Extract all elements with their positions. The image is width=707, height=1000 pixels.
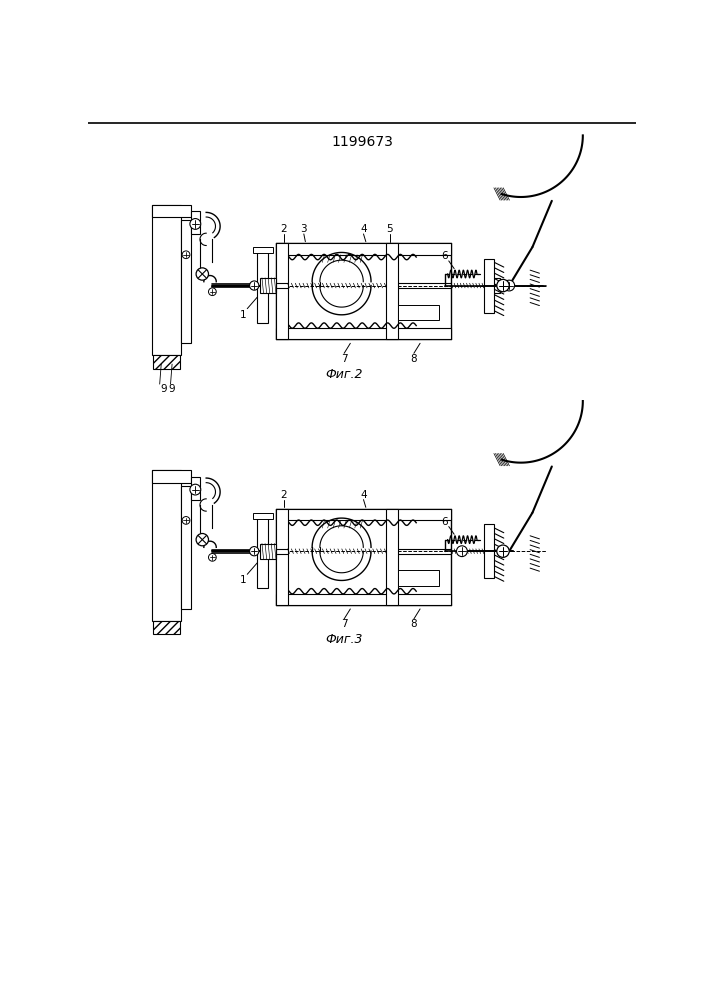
Text: 2: 2 — [281, 224, 287, 234]
Bar — [191, 477, 200, 500]
Circle shape — [182, 517, 190, 524]
Bar — [182, 486, 191, 609]
Circle shape — [504, 280, 515, 291]
Text: 4: 4 — [360, 490, 367, 500]
Circle shape — [190, 219, 201, 229]
Circle shape — [457, 546, 467, 557]
Bar — [484, 524, 494, 578]
Circle shape — [250, 281, 259, 290]
Bar — [276, 243, 451, 255]
Text: 3: 3 — [300, 224, 307, 234]
Bar — [257, 514, 268, 588]
Text: 8: 8 — [411, 354, 417, 364]
Circle shape — [196, 268, 209, 280]
Text: 4: 4 — [360, 224, 367, 234]
Circle shape — [250, 547, 259, 556]
Bar — [152, 470, 191, 483]
Text: 8: 8 — [411, 619, 417, 629]
Bar — [484, 259, 494, 312]
Bar — [252, 513, 273, 519]
Bar — [276, 328, 451, 339]
Bar — [397, 305, 440, 320]
Text: Фиг.3: Фиг.3 — [325, 633, 363, 646]
Text: 9: 9 — [169, 384, 175, 394]
Bar — [191, 211, 200, 234]
Bar — [182, 220, 191, 343]
Bar — [153, 355, 180, 369]
Text: Фиг.2: Фиг.2 — [325, 368, 363, 381]
Circle shape — [209, 288, 216, 296]
Circle shape — [182, 251, 190, 259]
Bar — [397, 570, 440, 586]
Text: 1: 1 — [240, 310, 247, 320]
Circle shape — [497, 279, 509, 292]
Circle shape — [190, 484, 201, 495]
Bar — [152, 470, 182, 620]
Bar — [276, 594, 451, 605]
Bar — [386, 243, 397, 339]
Bar — [276, 509, 451, 520]
Text: 1: 1 — [240, 575, 247, 585]
Bar — [152, 205, 191, 217]
Circle shape — [196, 533, 209, 546]
Bar — [386, 509, 397, 605]
Text: 7: 7 — [341, 354, 347, 364]
Bar — [152, 205, 182, 355]
Text: 6: 6 — [442, 251, 448, 261]
Circle shape — [497, 545, 509, 557]
Bar — [276, 509, 288, 605]
Bar — [486, 278, 500, 293]
Circle shape — [209, 554, 216, 561]
Text: 6: 6 — [442, 517, 448, 527]
Text: 5: 5 — [387, 224, 393, 234]
Bar — [153, 620, 180, 634]
Text: 9: 9 — [160, 384, 167, 394]
Text: 2: 2 — [281, 490, 287, 500]
Bar — [260, 544, 276, 559]
Text: 1199673: 1199673 — [331, 135, 393, 149]
Bar — [257, 249, 268, 323]
Bar — [276, 243, 288, 339]
Bar — [252, 247, 273, 253]
Bar — [260, 278, 276, 293]
Text: 7: 7 — [341, 619, 347, 629]
